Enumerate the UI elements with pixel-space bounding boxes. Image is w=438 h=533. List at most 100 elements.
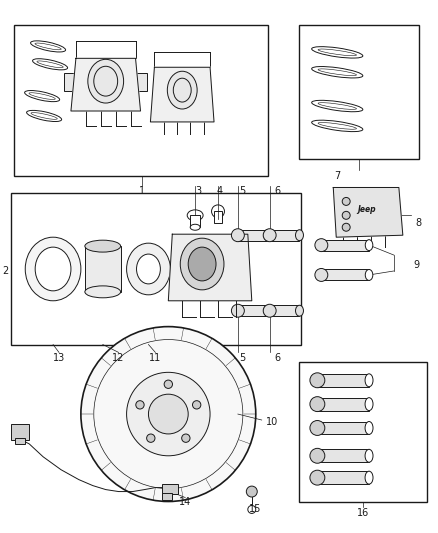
Ellipse shape (296, 305, 304, 316)
Text: 13: 13 (53, 353, 65, 364)
Ellipse shape (246, 486, 257, 497)
Ellipse shape (365, 422, 373, 434)
Text: 12: 12 (113, 353, 125, 364)
Ellipse shape (85, 286, 120, 298)
Bar (238, 305, 268, 316)
Bar (214, 212, 222, 223)
Bar (190, 215, 200, 227)
Ellipse shape (88, 59, 124, 103)
Ellipse shape (263, 229, 276, 241)
Bar (270, 230, 300, 241)
Ellipse shape (147, 434, 155, 442)
Bar (318, 471, 369, 484)
Text: 6: 6 (275, 353, 281, 364)
Ellipse shape (310, 373, 325, 387)
Ellipse shape (182, 434, 190, 442)
Bar (270, 305, 300, 316)
Ellipse shape (365, 449, 373, 462)
Ellipse shape (167, 71, 197, 109)
Text: 14: 14 (179, 497, 191, 506)
Bar (85, 246, 120, 292)
Bar (11, 424, 29, 440)
Text: 5: 5 (239, 353, 245, 364)
Ellipse shape (188, 247, 216, 281)
Text: 2: 2 (2, 266, 8, 276)
Ellipse shape (342, 223, 350, 231)
Ellipse shape (310, 470, 325, 485)
Text: 6: 6 (275, 187, 281, 197)
Text: 8: 8 (416, 219, 422, 228)
Ellipse shape (264, 305, 272, 316)
Ellipse shape (310, 448, 325, 463)
Polygon shape (168, 234, 252, 301)
Text: 5: 5 (239, 187, 245, 197)
Bar (321, 240, 369, 251)
Bar (318, 398, 369, 410)
Bar (300, 25, 419, 159)
Ellipse shape (312, 120, 363, 132)
Ellipse shape (312, 47, 363, 58)
Ellipse shape (231, 229, 244, 241)
Text: 9: 9 (413, 260, 420, 270)
Ellipse shape (365, 270, 373, 280)
Ellipse shape (32, 59, 67, 70)
Ellipse shape (342, 212, 350, 219)
Ellipse shape (127, 373, 210, 456)
Ellipse shape (136, 401, 144, 409)
Bar (318, 422, 369, 434)
Ellipse shape (312, 67, 363, 78)
Ellipse shape (187, 210, 203, 221)
Bar (64, 73, 76, 91)
Ellipse shape (310, 421, 325, 435)
Bar (318, 449, 369, 462)
Text: Jeep: Jeep (358, 205, 376, 214)
Bar (238, 230, 268, 241)
Ellipse shape (164, 380, 173, 389)
Ellipse shape (231, 304, 244, 317)
Bar (318, 374, 369, 387)
Ellipse shape (310, 397, 325, 411)
Ellipse shape (81, 327, 256, 502)
Ellipse shape (365, 240, 373, 251)
Text: 15: 15 (249, 504, 261, 514)
Bar (135, 73, 148, 91)
Ellipse shape (192, 401, 201, 409)
Ellipse shape (263, 304, 276, 317)
Bar (11, 193, 301, 344)
Ellipse shape (264, 230, 272, 241)
Ellipse shape (296, 230, 304, 241)
Polygon shape (150, 67, 214, 122)
Bar (14, 25, 268, 175)
Ellipse shape (35, 247, 71, 291)
Ellipse shape (315, 269, 328, 281)
Bar (162, 492, 172, 499)
Ellipse shape (365, 471, 373, 484)
Ellipse shape (248, 505, 256, 513)
Ellipse shape (342, 197, 350, 205)
Text: 11: 11 (149, 353, 162, 364)
Polygon shape (71, 58, 141, 111)
Text: 7: 7 (334, 171, 340, 181)
Bar (15, 438, 25, 444)
Ellipse shape (25, 91, 60, 102)
Text: 3: 3 (195, 187, 201, 197)
Ellipse shape (365, 398, 373, 410)
Ellipse shape (31, 41, 66, 52)
Ellipse shape (180, 238, 224, 290)
Ellipse shape (365, 374, 373, 387)
Ellipse shape (315, 239, 328, 252)
Ellipse shape (85, 240, 120, 252)
Bar (300, 362, 427, 502)
Bar (321, 270, 369, 280)
Ellipse shape (25, 237, 81, 301)
Ellipse shape (137, 254, 160, 284)
Bar (162, 483, 178, 494)
Text: 1: 1 (139, 187, 145, 197)
Ellipse shape (190, 224, 200, 230)
Text: 16: 16 (357, 508, 369, 519)
Ellipse shape (148, 394, 188, 434)
Text: 4: 4 (217, 187, 223, 197)
Ellipse shape (27, 110, 62, 122)
Polygon shape (333, 188, 403, 237)
Ellipse shape (312, 100, 363, 112)
